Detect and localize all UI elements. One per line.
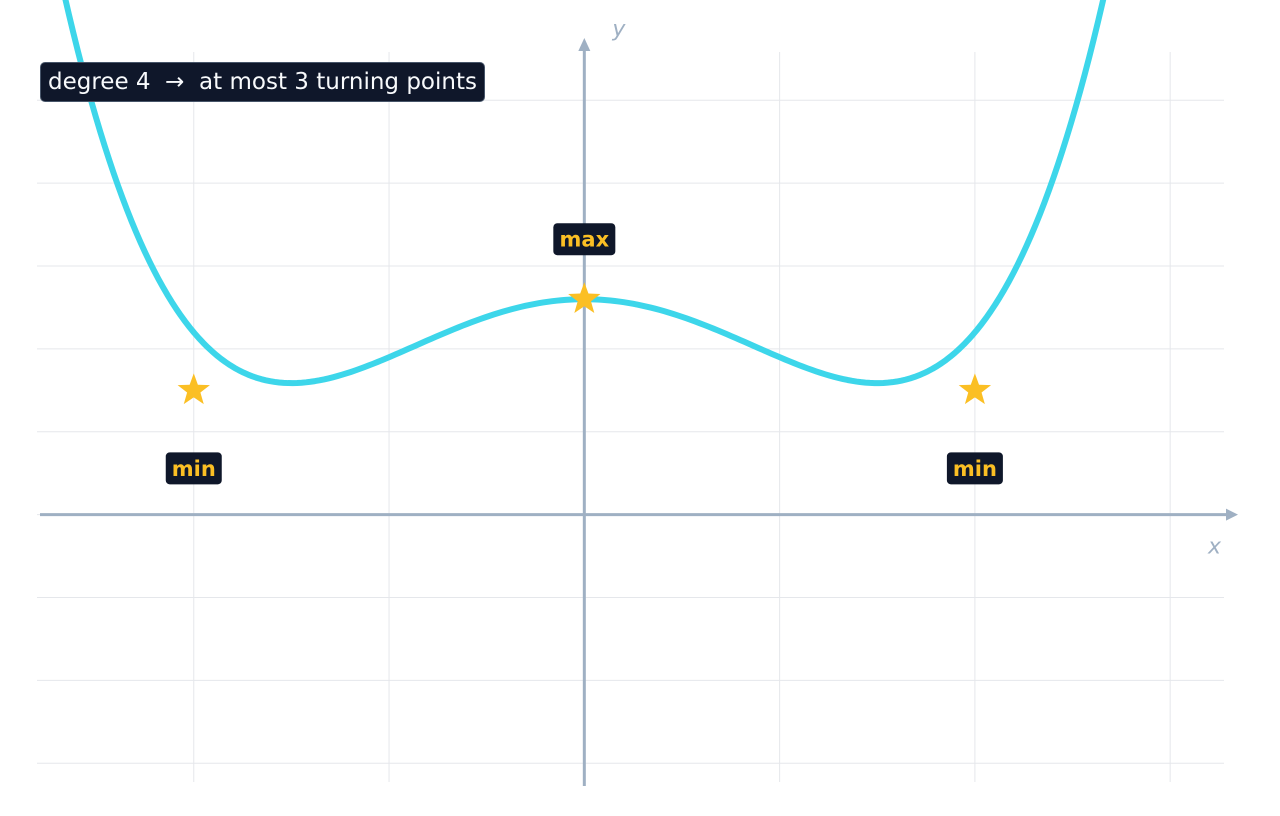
turning-point-star-icon [568, 282, 601, 313]
chart-title: degree 4 → at most 3 turning points [40, 62, 485, 102]
turning-points: min max min [165, 223, 1003, 485]
turning-point-label: min [172, 457, 216, 481]
y-axis-arrow-icon [578, 38, 591, 51]
turning-point-star-icon [958, 373, 992, 405]
x-axis-arrow-icon [1226, 508, 1238, 521]
turning-point-label-box [946, 452, 1003, 485]
polynomial-curve [62, 0, 1107, 387]
turning-point-label-box [553, 223, 616, 256]
turning-point-label: min [953, 457, 997, 481]
grid-lines [37, 52, 1224, 782]
turning-point-star-icon [177, 373, 210, 405]
x-axis-label: x [1207, 535, 1222, 560]
y-axis-label: y [611, 17, 626, 42]
turning-point-label: max [560, 228, 610, 252]
turning-point-label-box [165, 452, 222, 485]
